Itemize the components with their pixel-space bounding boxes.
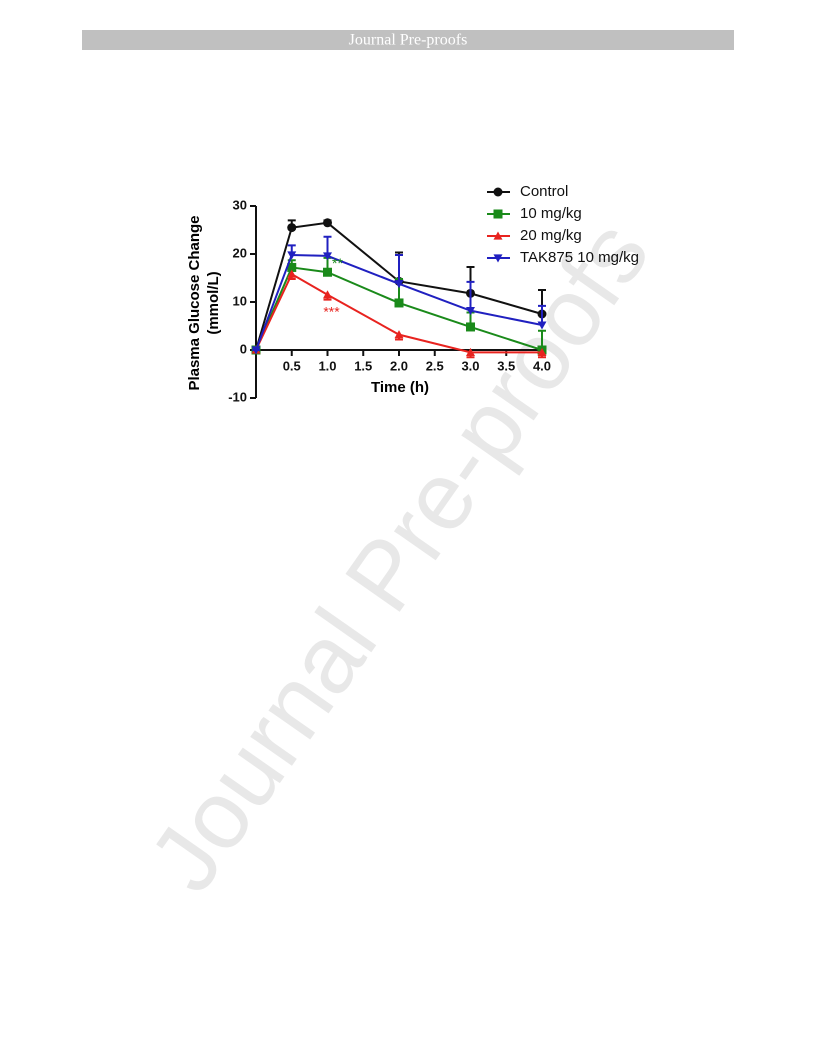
marker xyxy=(466,322,475,332)
marker xyxy=(323,267,332,277)
marker xyxy=(466,347,475,356)
legend-label: TAK875 10 mg/kg xyxy=(520,249,639,266)
marker xyxy=(493,231,503,240)
marker xyxy=(287,269,297,278)
x-tick-label: 3.5 xyxy=(497,358,515,373)
y-tick-label: -10 xyxy=(228,389,247,404)
marker xyxy=(466,307,475,316)
marker xyxy=(493,254,503,263)
marker xyxy=(394,280,404,289)
header-title: Journal Pre-proofs xyxy=(349,32,468,49)
marker xyxy=(287,251,297,260)
series-line xyxy=(255,266,543,351)
marker xyxy=(287,262,297,272)
annotation: ** xyxy=(332,255,343,271)
y-tick-label: 20 xyxy=(233,245,247,260)
x-label: Time (h) xyxy=(371,379,429,396)
marker xyxy=(323,290,332,299)
header-band xyxy=(82,30,734,50)
marker xyxy=(251,346,261,355)
y-label: Plasma Glucose Change xyxy=(186,215,203,390)
annotation: *** xyxy=(323,304,340,320)
x-tick-label: 1.0 xyxy=(318,358,336,373)
marker xyxy=(323,252,332,261)
marker xyxy=(394,298,404,308)
y-tick-label: 10 xyxy=(233,293,247,308)
error-bar xyxy=(395,253,403,284)
legend-label: 20 mg/kg xyxy=(520,227,582,244)
marker xyxy=(323,218,332,228)
x-tick-label: 4.0 xyxy=(533,358,551,373)
legend-label: Control xyxy=(520,183,568,200)
marker xyxy=(537,321,547,330)
x-tick-label: 1.5 xyxy=(354,358,372,373)
series-line xyxy=(255,253,543,351)
x-tick-label: 3.0 xyxy=(461,358,479,373)
series-line xyxy=(255,272,542,354)
marker xyxy=(537,347,547,356)
marker xyxy=(493,187,503,197)
y-tick-label: 30 xyxy=(233,197,247,212)
marker xyxy=(493,209,503,219)
x-tick-label: 2.5 xyxy=(426,358,444,373)
error-bar xyxy=(466,280,475,311)
series-line xyxy=(255,221,543,351)
y-tick-label: 0 xyxy=(240,341,247,356)
x-tick-label: 2.0 xyxy=(390,358,408,373)
marker xyxy=(394,330,404,339)
y-label: (mmol/L) xyxy=(205,271,222,334)
x-tick-label: 0.5 xyxy=(283,358,301,373)
legend-label: 10 mg/kg xyxy=(520,205,582,222)
marker xyxy=(287,223,297,233)
